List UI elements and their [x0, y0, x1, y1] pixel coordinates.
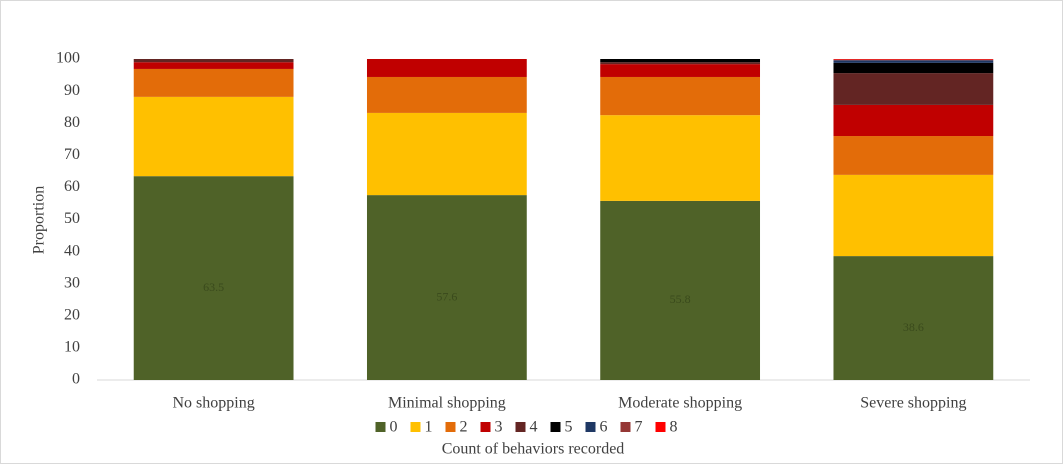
y-tick-label: 100	[56, 50, 80, 67]
data-label: 63.5	[203, 280, 224, 294]
bar-segment	[366, 112, 527, 196]
bar-segment	[833, 104, 994, 137]
y-tick-label: 40	[64, 242, 80, 259]
x-tick-label: Minimal shopping	[388, 395, 506, 412]
y-tick-label: 20	[64, 306, 80, 323]
y-tick-label: 0	[72, 371, 80, 388]
legend-label: 4	[530, 419, 538, 436]
bar-segment	[833, 62, 994, 74]
bar-segment	[600, 62, 761, 65]
y-tick-label: 50	[64, 210, 80, 227]
legend-swatch	[620, 422, 631, 432]
legend-swatch	[655, 422, 666, 432]
bar-segment	[833, 60, 994, 63]
legend-label: 8	[670, 419, 678, 436]
bar-segment	[833, 174, 994, 257]
y-axis-title: Proportion	[31, 186, 48, 254]
x-tick-label: Moderate shopping	[618, 395, 742, 412]
legend-swatch	[585, 422, 596, 432]
bar-segment	[133, 59, 294, 63]
bar-segment	[133, 68, 294, 97]
data-label: 38.6	[903, 320, 924, 334]
bar-segment	[833, 59, 994, 60]
bar-segment	[600, 200, 761, 380]
bar-segment	[833, 73, 994, 105]
y-tick-label: 70	[64, 146, 80, 163]
bar-segment	[833, 59, 994, 61]
bar-segment	[133, 96, 294, 177]
bar-segment	[600, 115, 761, 201]
y-tick-label: 30	[64, 274, 80, 291]
y-tick-label: 80	[64, 114, 80, 131]
legend-swatch	[550, 422, 561, 432]
data-label: 55.8	[670, 292, 691, 306]
legend-label: 1	[425, 419, 433, 436]
bar-segment	[366, 195, 527, 380]
y-tick-label: 60	[64, 178, 80, 195]
data-label: 57.6	[436, 289, 457, 303]
legend-label: 0	[390, 419, 398, 436]
y-tick-label: 10	[64, 339, 80, 356]
legend-swatch	[445, 422, 456, 432]
legend-label: 6	[600, 419, 608, 436]
legend-swatch	[480, 422, 491, 432]
bar-segment	[600, 64, 761, 77]
legend-swatch	[515, 422, 526, 432]
x-tick-label: Severe shopping	[860, 395, 966, 412]
legend-label: 3	[495, 419, 503, 436]
legend-swatch	[375, 422, 386, 432]
bar-segment	[133, 176, 294, 380]
bar-segment	[600, 76, 761, 116]
legend-label: 7	[635, 419, 643, 436]
bar-segment	[133, 62, 294, 69]
bar-segment	[366, 76, 527, 113]
legend-swatch	[410, 422, 421, 432]
bar-segment	[366, 59, 527, 77]
bar-segment	[833, 136, 994, 175]
bar-segment	[600, 59, 761, 63]
x-tick-label: No shopping	[173, 395, 255, 412]
bar-segment	[833, 256, 994, 380]
legend-label: 5	[565, 419, 573, 436]
legend-label: 2	[460, 419, 468, 436]
x-axis-title: Count of behaviors recorded	[442, 441, 625, 458]
y-tick-label: 90	[64, 82, 80, 99]
